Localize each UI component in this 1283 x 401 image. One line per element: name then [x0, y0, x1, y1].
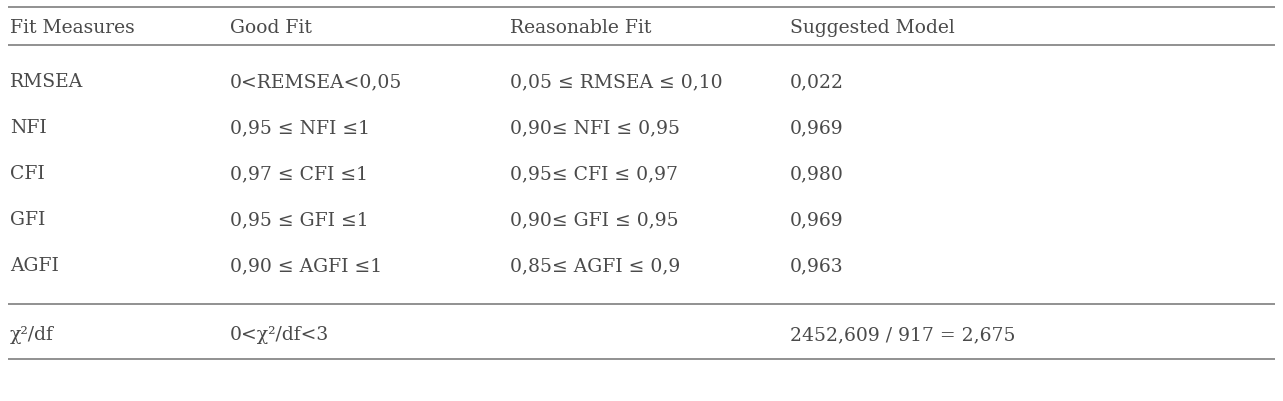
Text: 0,95≤ CFI ≤ 0,97: 0,95≤ CFI ≤ 0,97	[511, 164, 677, 182]
Text: AGFI: AGFI	[10, 256, 59, 274]
Text: 0<χ²/df<3: 0<χ²/df<3	[230, 325, 330, 343]
Text: NFI: NFI	[10, 119, 46, 137]
Text: 0,980: 0,980	[790, 164, 844, 182]
Text: CFI: CFI	[10, 164, 45, 182]
Text: Suggested Model: Suggested Model	[790, 19, 955, 37]
Text: χ²/df: χ²/df	[10, 325, 54, 343]
Text: 0,05 ≤ RMSEA ≤ 0,10: 0,05 ≤ RMSEA ≤ 0,10	[511, 73, 722, 91]
Text: 0,90 ≤ AGFI ≤1: 0,90 ≤ AGFI ≤1	[230, 256, 382, 274]
Text: 0<REMSEA<0,05: 0<REMSEA<0,05	[230, 73, 403, 91]
Text: 0,969: 0,969	[790, 119, 844, 137]
Text: 0,969: 0,969	[790, 211, 844, 229]
Text: 0,85≤ AGFI ≤ 0,9: 0,85≤ AGFI ≤ 0,9	[511, 256, 680, 274]
Text: RMSEA: RMSEA	[10, 73, 83, 91]
Text: 0,022: 0,022	[790, 73, 844, 91]
Text: 0,97 ≤ CFI ≤1: 0,97 ≤ CFI ≤1	[230, 164, 368, 182]
Text: 0,95 ≤ GFI ≤1: 0,95 ≤ GFI ≤1	[230, 211, 368, 229]
Text: 2452,609 / 917 = 2,675: 2452,609 / 917 = 2,675	[790, 325, 1016, 343]
Text: 0,95 ≤ NFI ≤1: 0,95 ≤ NFI ≤1	[230, 119, 370, 137]
Text: GFI: GFI	[10, 211, 45, 229]
Text: Good Fit: Good Fit	[230, 19, 312, 37]
Text: 0,963: 0,963	[790, 256, 844, 274]
Text: 0,90≤ NFI ≤ 0,95: 0,90≤ NFI ≤ 0,95	[511, 119, 680, 137]
Text: Fit Measures: Fit Measures	[10, 19, 135, 37]
Text: 0,90≤ GFI ≤ 0,95: 0,90≤ GFI ≤ 0,95	[511, 211, 679, 229]
Text: Reasonable Fit: Reasonable Fit	[511, 19, 652, 37]
